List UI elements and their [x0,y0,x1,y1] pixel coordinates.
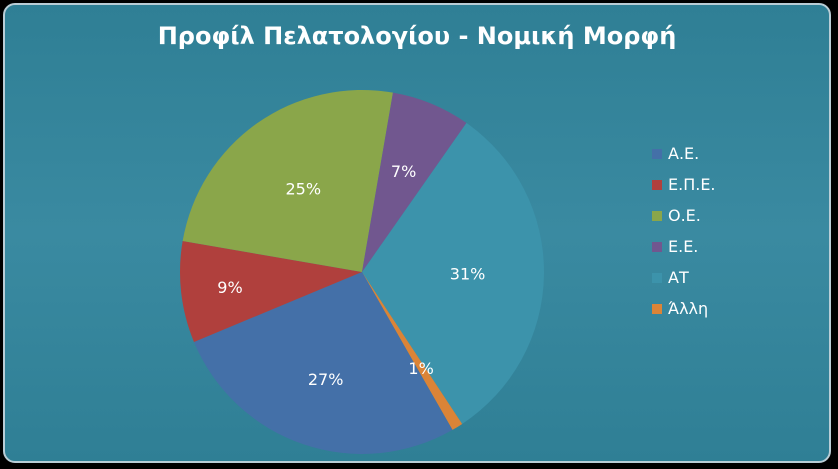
legend-swatch [652,148,662,159]
data-label: 1% [408,359,433,378]
legend-swatch [652,241,662,252]
legend-swatch [652,210,662,221]
legend-item-epe: Ε.Π.Ε. [652,169,716,200]
legend-label: Ε.Ε. [668,237,699,256]
legend-item-ae: Α.Ε. [652,138,716,169]
pie-slice [362,92,467,272]
data-label: 7% [391,162,416,181]
legend-label: Άλλη [668,299,709,318]
pie-slice [362,122,544,424]
data-label: 31% [450,264,486,283]
legend-label: Ε.Π.Ε. [668,175,716,194]
data-label: 27% [308,370,344,389]
legend-label: ΑΤ [668,268,689,287]
legend-label: Α.Ε. [668,144,700,163]
data-label: 9% [217,278,242,297]
pie-slice [362,272,463,430]
chart-legend: Α.Ε. Ε.Π.Ε. Ο.Ε. Ε.Ε. ΑΤ Άλλη [652,138,716,324]
data-label: 25% [285,180,321,199]
pie-slice [180,241,362,342]
pie-slice [182,89,393,272]
legend-item-oe: Ο.Ε. [652,200,716,231]
legend-item-at: ΑΤ [652,262,716,293]
legend-swatch [652,179,662,190]
legend-swatch [652,272,662,283]
legend-item-alli: Άλλη [652,293,716,324]
pie-slice [193,272,453,454]
legend-label: Ο.Ε. [668,206,701,225]
chart-title: Προφίλ Πελατολογίου - Νομική Μορφή [157,22,677,50]
legend-swatch [652,303,662,314]
legend-item-ee: Ε.Ε. [652,231,716,262]
